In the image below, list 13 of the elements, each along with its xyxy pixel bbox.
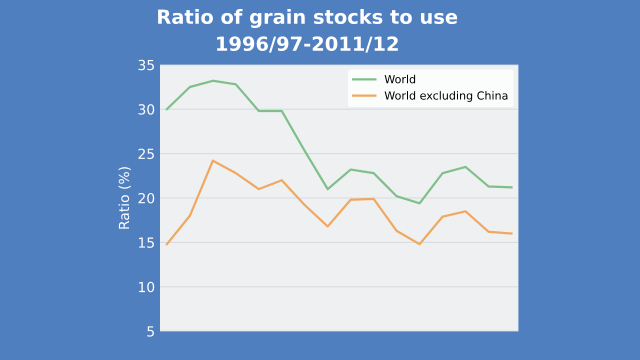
y-tick-label: 25 — [138, 148, 154, 160]
chart-subtitle: 1996/97-2011/12 — [217, 36, 398, 53]
legend-label: World excluding China — [384, 91, 508, 102]
chart-title: Ratio of grain stocks to use — [158, 9, 458, 28]
y-tick-label: 15 — [138, 238, 154, 248]
line-series — [166, 160, 513, 246]
y-tick-label: 10 — [138, 282, 154, 292]
y-axis-title: Ratio (%) — [118, 167, 131, 229]
y-tick-label: 20 — [138, 192, 154, 204]
legend-label: World — [384, 74, 416, 84]
y-tick-label: 35 — [138, 60, 154, 70]
y-tick-label: 30 — [138, 104, 154, 115]
y-tick-label: 5 — [147, 326, 154, 337]
